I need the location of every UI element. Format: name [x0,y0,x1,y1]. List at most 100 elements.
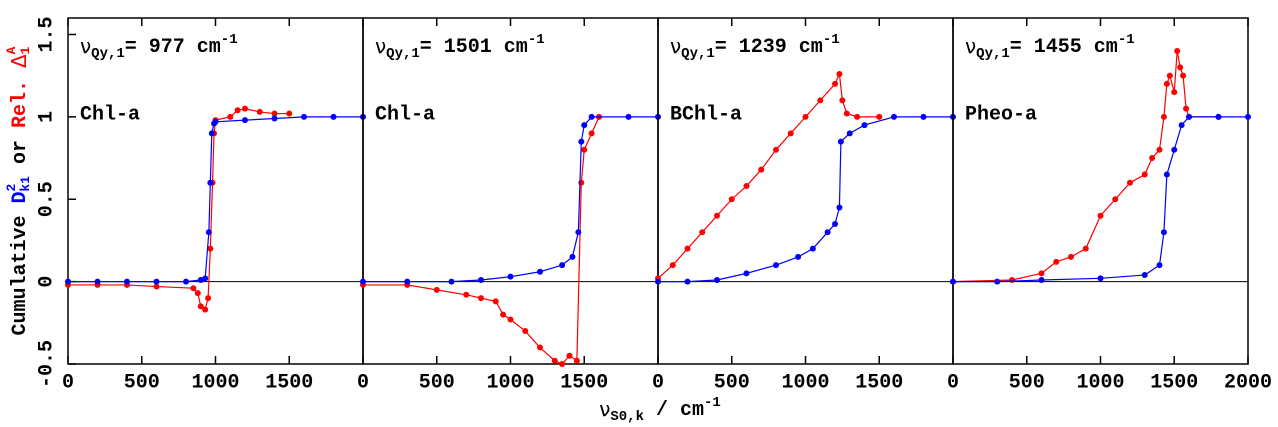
data-point [1177,64,1184,71]
data-point [684,245,691,252]
data-point [743,183,750,190]
data-point [1156,262,1163,269]
data-point [507,316,514,323]
annotation-symbol: ν [375,34,386,58]
data-point [1160,113,1167,120]
x-label-symbol: ν [599,397,610,421]
series-line [953,116,1248,283]
data-point [1186,113,1192,120]
y-label-d-sup: 2 [4,183,19,191]
data-point [242,105,248,112]
data-point [581,122,588,129]
data-point [537,344,543,351]
data-point [207,245,214,252]
y-tick-label: 0 [35,276,58,288]
annotation-symbol: ν [80,34,91,58]
data-point [1141,171,1148,178]
data-point [522,328,529,335]
data-point [559,361,566,367]
x-label-text: / cm [644,399,704,422]
panel-frame [657,17,954,365]
data-point [360,278,366,285]
x-tick-label: 1500 [855,371,903,394]
data-point [271,110,278,117]
data-point [1156,146,1163,153]
x-tick-label: 1500 [1150,371,1198,394]
x-tick-label: 1500 [560,371,608,394]
data-point [1245,113,1251,120]
data-point [1171,89,1178,96]
data-point [575,229,582,236]
data-point [1163,171,1170,178]
data-point [242,117,248,124]
data-point [566,352,573,359]
data-point [256,108,263,115]
x-tick-label: 0 [947,371,959,394]
data-point [1178,122,1185,129]
data-point [843,110,850,117]
x-axis-label: νS0,k / cm-1 [599,395,721,425]
annotation: νQy,1= 977 cm-1 [80,32,238,62]
data-point [551,357,558,364]
data-point [207,179,214,186]
y-label-d: D [9,191,32,203]
annotation-symbol: ν [670,34,681,58]
data-point [330,113,337,120]
data-point [1160,229,1167,236]
annotation-text: = 977 cm [125,36,221,59]
annotation-text: = 1501 cm [420,36,528,59]
data-point [802,113,809,120]
data-point [190,285,197,292]
data-point [1174,47,1181,54]
data-point [625,113,632,120]
data-point [202,306,209,313]
data-point [65,278,71,285]
annotation-text: = 1455 cm [1010,36,1118,59]
data-point [836,204,843,211]
y-label-delta-sub: 1 [18,47,33,55]
panel-label: BChl-a [670,103,742,126]
data-point [994,278,1001,285]
data-point [699,229,706,236]
data-point [1171,146,1178,153]
data-point [212,118,219,125]
annotation-subscript: Qy,1 [681,46,715,62]
annotation-superscript: -1 [528,32,545,48]
annotation: νQy,1= 1455 cm-1 [965,32,1135,62]
data-point [891,113,897,120]
y-tick-label: -0.5 [35,340,58,388]
y-tick-label: 0.5 [35,181,58,217]
x-tick-label: 500 [419,371,455,394]
annotation-text: = 1239 cm [715,36,823,59]
annotation-subscript: Qy,1 [976,46,1010,62]
data-point [1053,258,1060,265]
data-point [94,278,101,285]
data-point [714,276,720,283]
y-label-delta: Δ [7,54,31,68]
y-label-delta-sup: A [4,46,19,54]
y-label-prefix: Cumulative [9,203,32,335]
y-tick-label: 1.5 [35,16,58,52]
data-point [854,113,861,120]
series-line [68,108,290,311]
data-point [773,146,779,153]
data-point [588,130,595,137]
data-point [286,110,293,117]
series-line [952,50,1219,283]
data-point [1149,155,1156,162]
x-tick-label: 0 [652,371,664,394]
data-point [758,166,765,173]
x-tick-label: 1000 [191,371,239,394]
data-point [669,262,676,269]
series-line [363,116,600,365]
data-point [714,212,720,219]
data-point [588,113,595,120]
data-point [1009,276,1015,283]
panel-label: Pheo-a [965,103,1037,126]
x-label-superscript: -1 [704,395,721,411]
data-point [1215,113,1222,120]
data-point [578,179,585,186]
data-point [559,262,566,269]
data-point [795,253,802,260]
